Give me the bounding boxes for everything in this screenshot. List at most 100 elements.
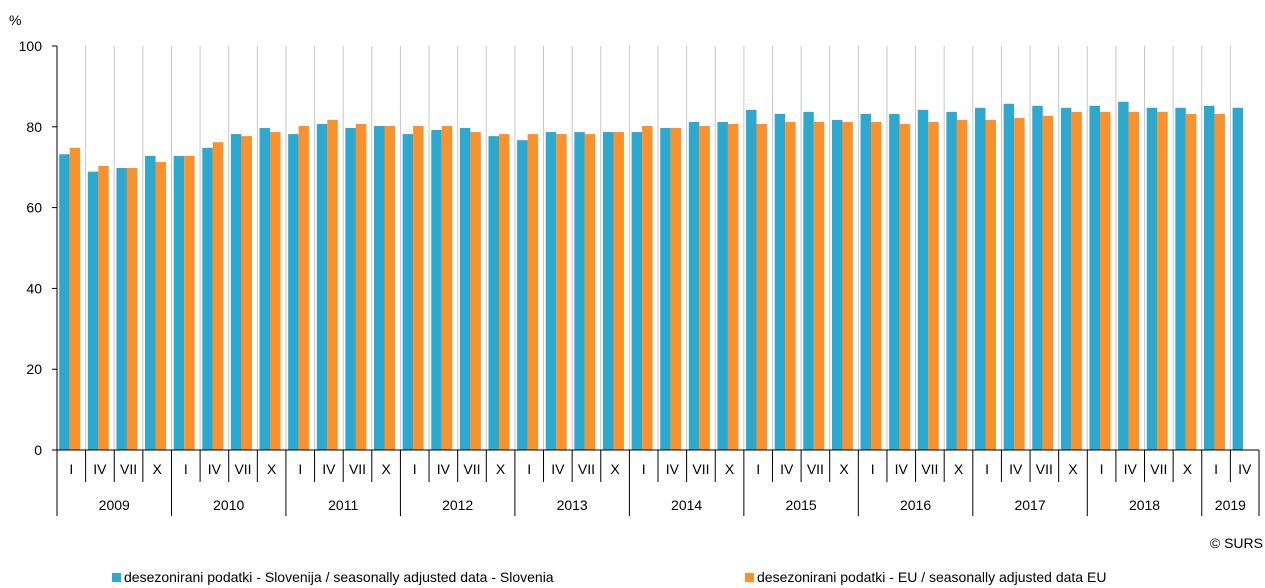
bar-slovenia <box>345 128 356 450</box>
bar-slovenia <box>1203 105 1215 451</box>
quarter-label: VII <box>463 461 480 477</box>
year-label: 2017 <box>1014 497 1045 513</box>
y-tick-label: 60 <box>26 200 42 216</box>
bar-eu <box>327 119 338 450</box>
bar-slovenia <box>1232 107 1244 450</box>
year-label: 2012 <box>442 497 473 513</box>
bar-slovenia <box>431 130 442 451</box>
bar-eu <box>785 121 796 451</box>
quarter-label: IV <box>780 461 794 477</box>
year-label: 2009 <box>99 497 130 513</box>
quarter-label: IV <box>666 461 680 477</box>
bar-slovenia <box>889 113 900 450</box>
quarter-label: I <box>1100 461 1104 477</box>
bar-slovenia <box>459 128 471 450</box>
bar-slovenia <box>1003 103 1015 450</box>
quarter-label: I <box>298 461 302 477</box>
bar-slovenia <box>1089 105 1100 451</box>
quarter-label: VII <box>349 461 366 477</box>
bar-slovenia <box>860 113 872 450</box>
quarter-label: X <box>496 461 506 477</box>
bar-eu <box>126 168 138 450</box>
bar-slovenia <box>230 134 242 450</box>
quarter-label: IV <box>208 461 222 477</box>
quarter-label: VII <box>692 461 709 477</box>
bar-slovenia <box>1146 107 1158 450</box>
bar-eu <box>871 121 882 451</box>
bar-eu <box>184 155 195 450</box>
quarter-label: I <box>642 461 646 477</box>
bar-eu <box>642 125 653 450</box>
quarter-label: X <box>1068 461 1078 477</box>
bar-slovenia <box>688 121 700 451</box>
bar-slovenia <box>917 109 929 450</box>
quarter-label: I <box>1214 461 1218 477</box>
quarter-label: VII <box>234 461 251 477</box>
bar-slovenia <box>116 168 127 450</box>
bar-eu <box>899 123 911 451</box>
bar-eu <box>441 125 453 450</box>
quarter-label: VII <box>578 461 595 477</box>
bar-eu <box>1099 111 1111 451</box>
quarter-label: X <box>954 461 964 477</box>
year-label: 2011 <box>328 497 358 513</box>
y-tick-label: 100 <box>19 38 43 54</box>
bar-eu <box>584 134 596 450</box>
bar-eu <box>241 136 252 451</box>
bar-slovenia <box>1032 105 1043 451</box>
bars <box>59 101 1244 451</box>
bar-slovenia <box>517 140 528 450</box>
quarter-label: X <box>381 461 391 477</box>
quarter-label: IV <box>437 461 451 477</box>
bar-eu <box>1128 111 1140 451</box>
quarter-label: I <box>527 461 531 477</box>
bar-slovenia <box>402 134 414 450</box>
quarter-label: I <box>184 461 188 477</box>
bar-eu <box>1014 117 1025 451</box>
bar-slovenia <box>1175 107 1186 450</box>
bar-slovenia <box>374 125 385 450</box>
bar-slovenia <box>87 171 99 451</box>
bar-slovenia <box>173 155 185 450</box>
quarter-label: VII <box>921 461 938 477</box>
legend-item-slovenia: desezonirani podatki - Slovenija / seaso… <box>112 569 554 585</box>
y-unit-label: % <box>9 12 21 28</box>
bar-slovenia <box>145 155 156 450</box>
quarter-label: VII <box>1150 461 1167 477</box>
y-tick-label: 20 <box>26 361 42 377</box>
bar-eu <box>1042 115 1054 450</box>
bar-slovenia <box>803 111 814 451</box>
axes <box>52 45 1260 516</box>
bar-eu <box>556 134 567 450</box>
quarter-label: I <box>756 461 760 477</box>
quarter-label: X <box>610 461 620 477</box>
bar-eu <box>155 161 167 450</box>
bar-eu <box>1214 113 1225 450</box>
bar-eu <box>413 125 424 450</box>
quarter-label: VII <box>807 461 824 477</box>
legend-swatch-eu <box>745 573 754 582</box>
year-label: 2015 <box>786 497 817 513</box>
bar-eu <box>928 121 939 451</box>
legend-item-eu: desezonirani podatki - EU / seasonally a… <box>745 569 1106 585</box>
year-label: 2019 <box>1215 497 1246 513</box>
bar-eu <box>270 132 281 450</box>
y-tick-label: 40 <box>26 280 42 296</box>
bar-eu <box>1185 113 1197 450</box>
bar-eu <box>1157 111 1168 451</box>
quarter-label: X <box>839 461 849 477</box>
bar-slovenia <box>288 134 299 450</box>
quarter-label: X <box>267 461 277 477</box>
axis-labels: 0 20 40 60 80 100% I IV VII X I IV VII X I IV VII X I IV VII… <box>9 12 1252 513</box>
quarter-label: IV <box>1124 461 1138 477</box>
bar-slovenia <box>717 121 728 451</box>
year-label: 2018 <box>1129 497 1160 513</box>
quarter-label: I <box>871 461 875 477</box>
year-label: 2010 <box>213 497 244 513</box>
quarter-label: VII <box>1036 461 1053 477</box>
bar-eu <box>813 121 825 451</box>
bar-slovenia <box>975 107 986 450</box>
bar-eu <box>727 123 739 451</box>
gridlines <box>85 46 1231 450</box>
bar-eu <box>498 134 510 450</box>
